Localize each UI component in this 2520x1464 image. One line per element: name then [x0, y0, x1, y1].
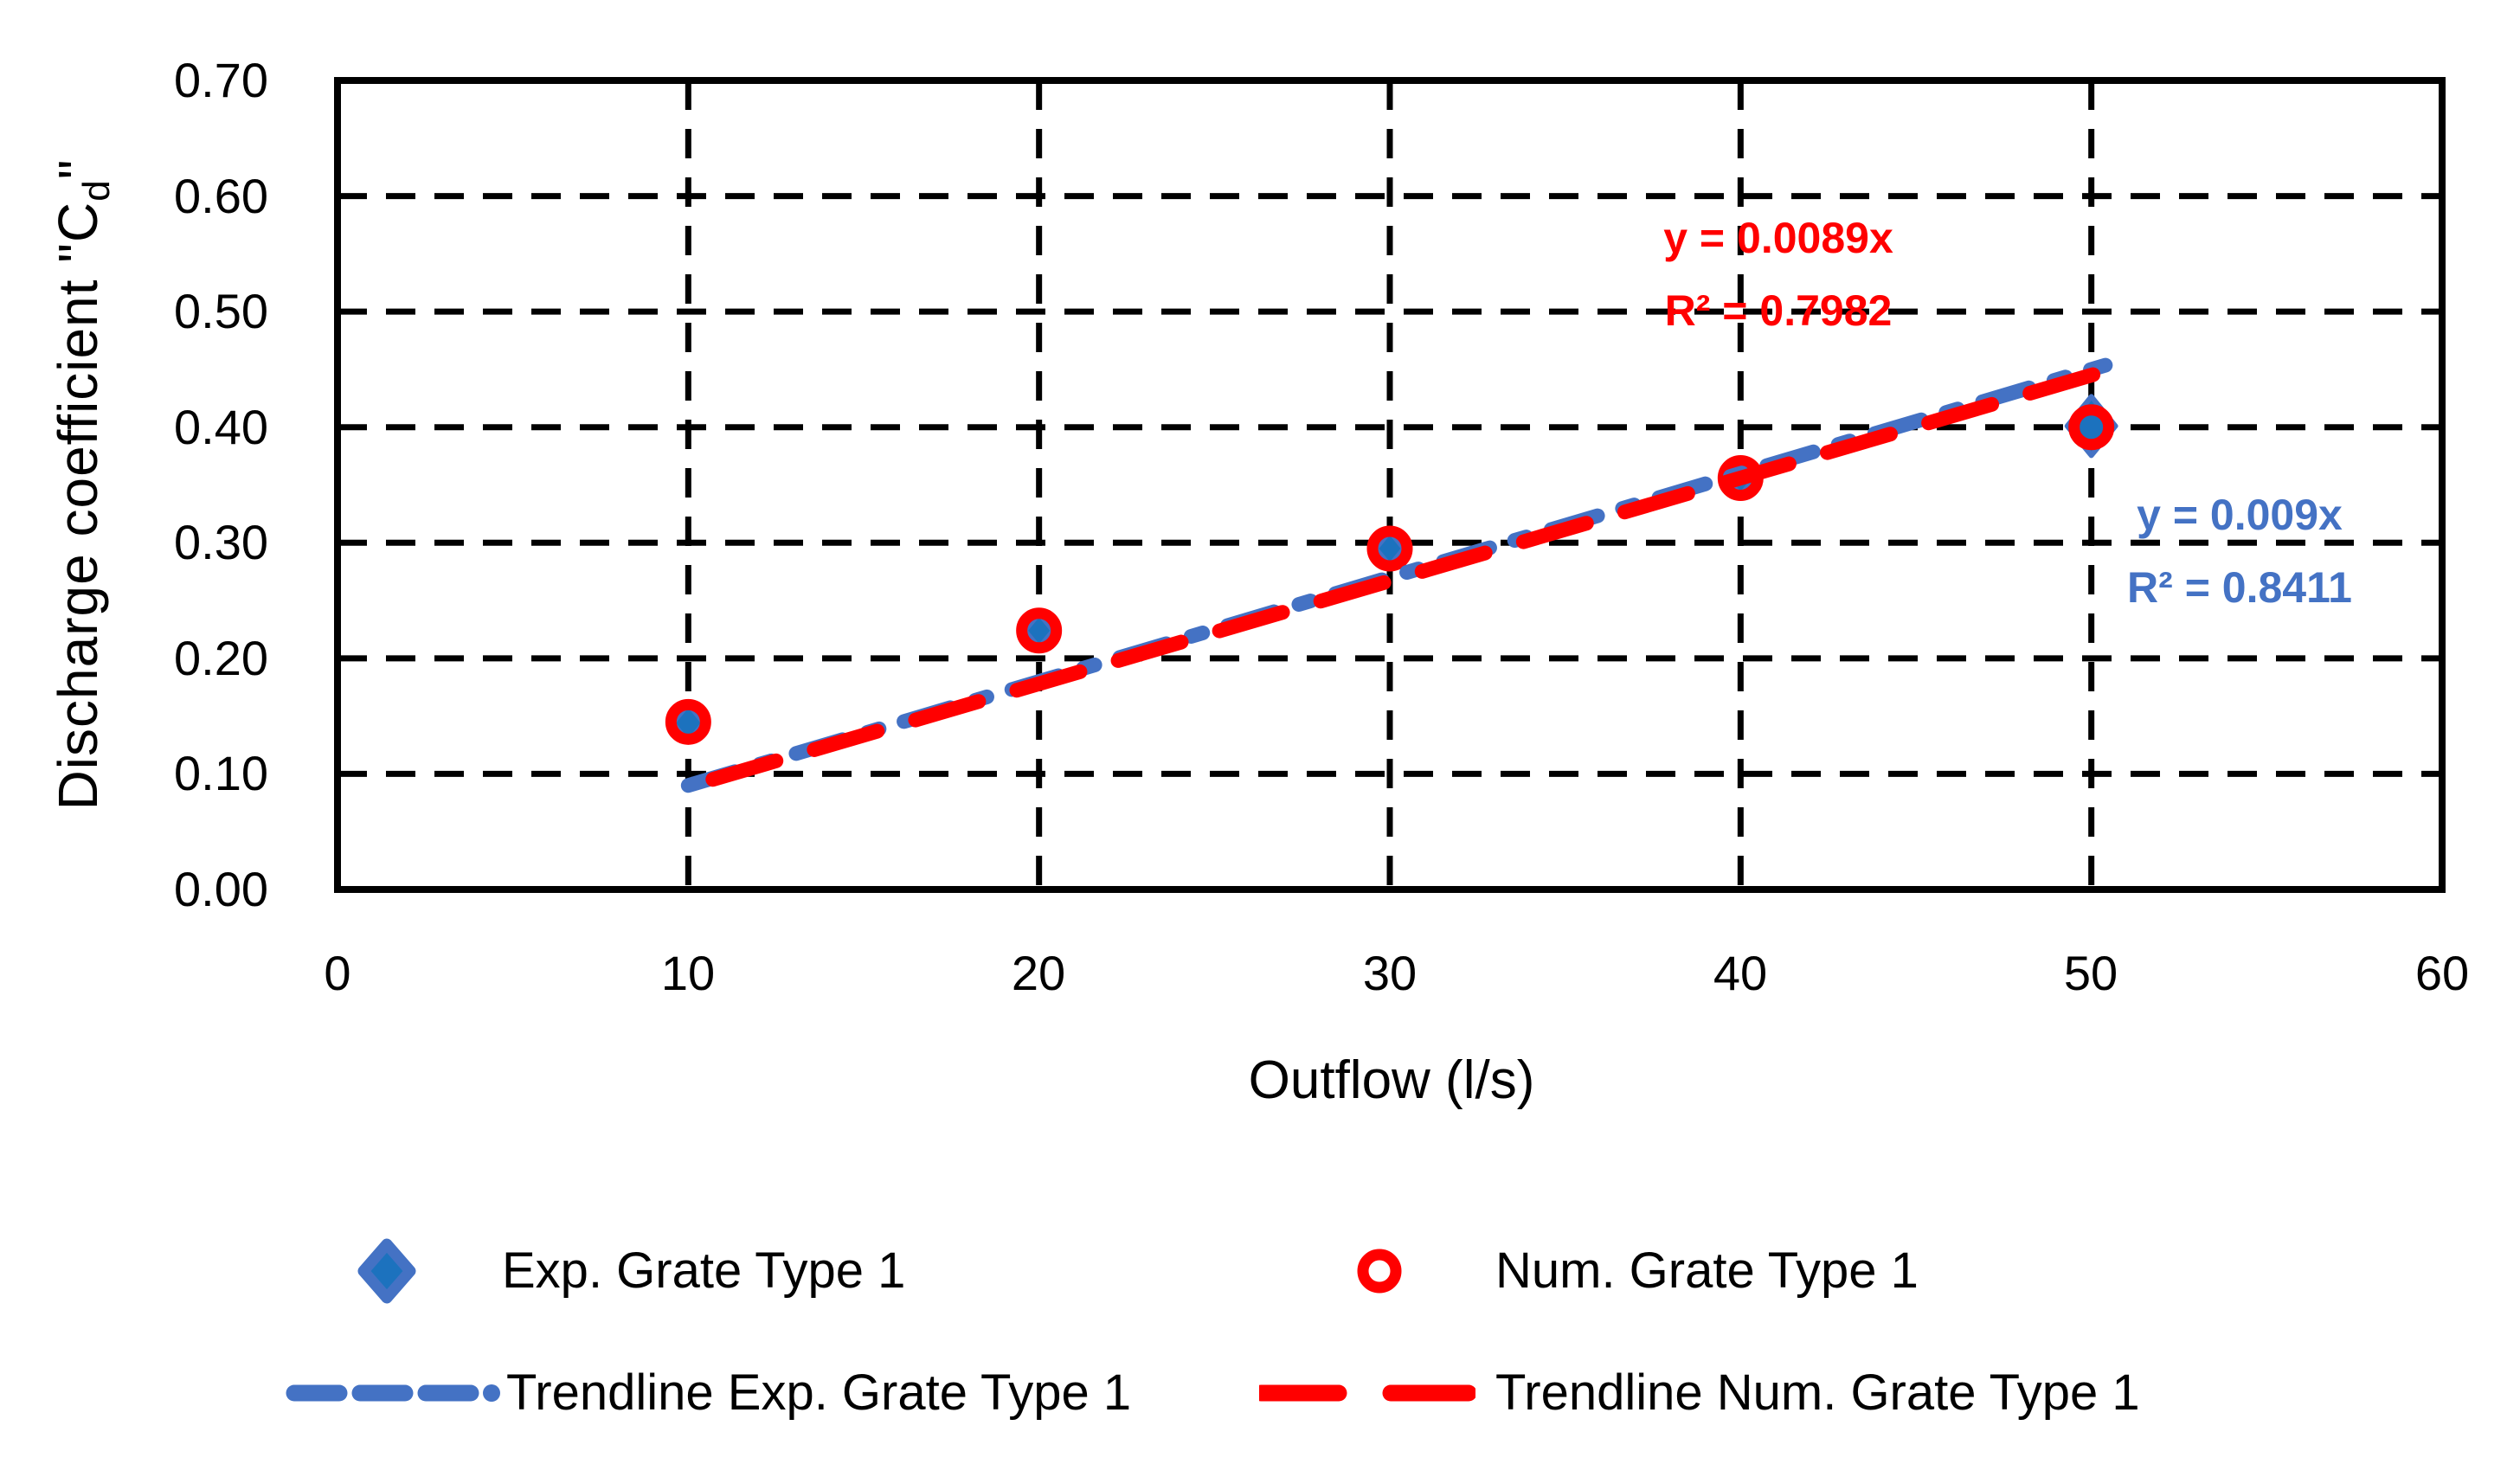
equation-line: y = 0.0089x	[1663, 214, 1893, 262]
y-tick-label: 0.30	[174, 515, 268, 569]
x-axis-title: Outflow (l/s)	[1248, 1050, 1535, 1110]
legend-red-dashed-line-icon	[1259, 1384, 1475, 1402]
x-tick-label: 40	[1713, 946, 1768, 1000]
num-data-point-circle	[1016, 607, 1063, 654]
r-squared-line: R² = 0.8411	[2127, 563, 2352, 612]
x-tick-label: 20	[1011, 946, 1066, 1000]
trendline-equation-exp: y = 0.009x R² = 0.8411	[2127, 478, 2352, 624]
y-tick-label: 0.70	[174, 53, 268, 107]
legend-label-exp: Exp. Grate Type 1	[502, 1242, 906, 1299]
plot-area	[334, 77, 2446, 893]
x-tick-label: 10	[660, 946, 716, 1000]
x-tick-label: 30	[1362, 946, 1418, 1000]
trendline-equation-num: y = 0.0089x R² = 0.7982	[1663, 202, 1893, 347]
num-data-point-circle	[665, 698, 711, 745]
blue-dot-sample	[483, 1384, 500, 1402]
y-tick-label: 0.00	[174, 862, 268, 916]
x-tick-label: 0	[324, 946, 351, 1000]
num-data-point-circle	[2068, 404, 2115, 451]
x-tick-label: 60	[2414, 946, 2470, 1000]
r-squared-line: R² = 0.7982	[1664, 286, 1893, 335]
y-axis-title: Discharge coefficient "Cd"	[46, 159, 119, 811]
num-data-point-circle	[1366, 525, 1413, 572]
diamond-shape	[357, 1238, 416, 1304]
equation-line: y = 0.009x	[2137, 491, 2343, 539]
legend-blue-dashed-line-icon	[286, 1384, 500, 1402]
legend-label-trendline-num: Trendline Num. Grate Type 1	[1495, 1364, 2140, 1421]
y-tick-label: 0.40	[174, 400, 268, 454]
legend-label-num: Num. Grate Type 1	[1495, 1242, 1919, 1299]
legend-label-trendline-exp: Trendline Exp. Grate Type 1	[506, 1364, 1132, 1421]
y-tick-label: 0.10	[174, 746, 268, 800]
y-tick-label: 0.60	[174, 169, 268, 223]
x-tick-label: 50	[2063, 946, 2118, 1000]
y-tick-label: 0.50	[174, 284, 268, 338]
legend-diamond-icon	[357, 1238, 416, 1304]
open-circle-shape	[1357, 1249, 1402, 1294]
legend-circle-icon	[1357, 1249, 1402, 1294]
plot-border	[334, 77, 2446, 893]
trendline	[675, 362, 2118, 796]
y-tick-label: 0.20	[174, 631, 268, 685]
